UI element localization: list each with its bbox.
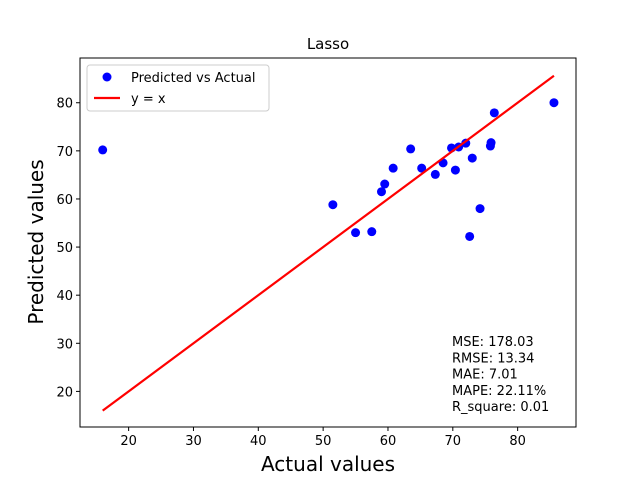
x-tick-label: 70 xyxy=(445,434,462,449)
y-tick-label: 30 xyxy=(56,337,73,352)
x-tick-label: 80 xyxy=(509,434,526,449)
chart-title: Lasso xyxy=(307,35,349,53)
metric-annotation: MAE: 7.01 xyxy=(452,368,518,383)
data-point xyxy=(486,138,496,148)
metric-annotation: RMSE: 13.34 xyxy=(452,351,534,366)
x-tick-label: 60 xyxy=(380,434,397,449)
metric-annotation: R_square: 0.01 xyxy=(452,400,549,415)
y-tick-label: 50 xyxy=(56,241,73,256)
data-point xyxy=(98,145,108,155)
data-point xyxy=(367,227,377,237)
x-tick-label: 30 xyxy=(185,434,202,449)
data-point xyxy=(380,179,390,189)
data-point xyxy=(549,98,559,108)
y-tick-label: 60 xyxy=(56,193,73,208)
y-tick-label: 20 xyxy=(56,385,73,400)
axes-frame xyxy=(79,57,577,428)
data-point xyxy=(417,163,427,173)
metric-annotation: MSE: 178.03 xyxy=(452,335,534,350)
y-tick-label: 80 xyxy=(56,97,73,112)
y-tick-label: 70 xyxy=(56,145,73,160)
plot-area: 20 30 40 50 60 70 80 20 30 40 50 60 70 80 Predicted vs… xyxy=(56,57,577,449)
x-axis-label: Actual values xyxy=(261,452,395,476)
data-point xyxy=(465,231,475,241)
data-point xyxy=(376,187,386,197)
data-point xyxy=(430,169,440,179)
x-tick-label: 20 xyxy=(120,434,137,449)
data-point xyxy=(406,144,416,154)
reference-line-y-equals-x xyxy=(102,74,555,412)
data-point xyxy=(388,163,398,173)
data-point xyxy=(475,204,485,214)
legend-label: Predicted vs Actual xyxy=(131,71,255,86)
y-tick-label: 40 xyxy=(56,289,73,304)
data-point xyxy=(467,153,477,163)
data-point xyxy=(351,228,361,238)
x-tick-label: 50 xyxy=(315,434,332,449)
legend-label: y = x xyxy=(131,92,166,107)
x-tick-label: 40 xyxy=(250,434,267,449)
data-point xyxy=(489,108,499,118)
legend-marker-swatch xyxy=(102,72,112,82)
legend-box xyxy=(86,64,270,112)
y-axis-label: Predicted values xyxy=(24,159,48,324)
data-point xyxy=(328,200,338,210)
metric-annotation: MAPE: 22.11% xyxy=(452,384,546,399)
data-point xyxy=(450,165,460,175)
